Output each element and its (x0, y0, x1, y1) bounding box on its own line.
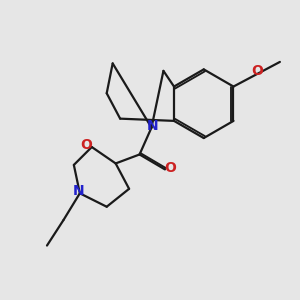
Text: N: N (73, 184, 84, 198)
Text: O: O (80, 138, 92, 152)
Text: O: O (164, 161, 176, 175)
Text: N: N (147, 119, 159, 133)
Text: O: O (251, 64, 263, 78)
